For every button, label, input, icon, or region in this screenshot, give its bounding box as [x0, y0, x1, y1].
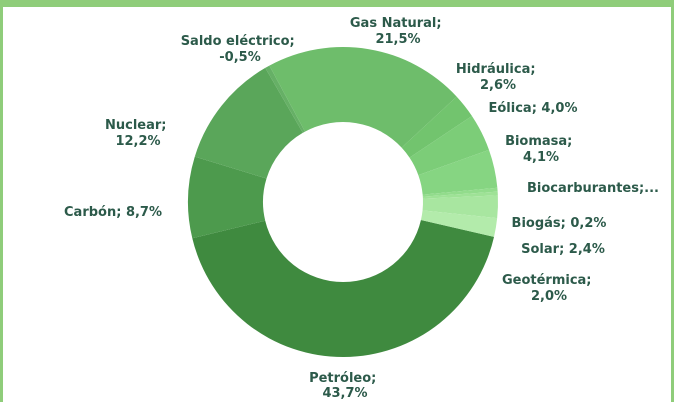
label-carbon: Carbón; 8,7%: [64, 205, 162, 220]
label-biogas-line1: Biogás; 0,2%: [512, 216, 607, 231]
label-petroleo-line1: Petróleo;: [309, 371, 376, 386]
slice-biomasa: [418, 149, 498, 195]
label-saldo-line2: -0,5%: [219, 50, 260, 65]
slice-geotérmica: [420, 210, 498, 237]
label-eolica: Eólica; 4,0%: [489, 101, 578, 116]
label-petroleo-line2: 43,7%: [322, 386, 367, 401]
label-gas-line1: Gas Natural;: [350, 16, 442, 31]
label-hidraulica: Hidráulica; 2,6%: [456, 62, 540, 93]
label-saldo-electrico: Saldo eléctrico; -0,5%: [181, 34, 300, 65]
label-hidraulica-line2: 2,6%: [480, 78, 516, 93]
label-petroleo: Petróleo; 43,7%: [309, 371, 381, 401]
slice-biogás: [422, 191, 498, 199]
label-biogas: Biogás; 0,2%: [512, 216, 607, 231]
slice-gas-natural: [269, 46, 457, 148]
slice-nuclear: [194, 67, 303, 179]
slice-saldo-eléctrico: [265, 65, 306, 133]
label-nuclear-line2: 12,2%: [115, 134, 160, 149]
label-eolica-line1: Eólica; 4,0%: [489, 101, 578, 116]
slice-carbón: [187, 156, 267, 239]
label-nuclear-line1: Nuclear;: [105, 118, 167, 133]
label-biomasa-line2: 4,1%: [523, 150, 559, 165]
slice-petróleo: [192, 219, 495, 357]
label-carbon-line1: Carbón; 8,7%: [64, 205, 162, 220]
slice-solar: [422, 195, 498, 219]
donut-labels: Petróleo; 43,7% Carbón; 8,7% Nuclear; 12…: [64, 16, 659, 401]
label-gas-natural: Gas Natural; 21,5%: [350, 16, 446, 47]
label-geotermica-line2: 2,0%: [531, 289, 567, 304]
right-border: [671, 0, 674, 402]
label-hidraulica-line1: Hidráulica;: [456, 62, 536, 77]
label-biomasa: Biomasa; 4,1%: [505, 134, 577, 165]
left-border: [0, 0, 3, 402]
label-gas-line2: 21,5%: [375, 32, 420, 47]
label-geotermica: Geotérmica; 2,0%: [502, 273, 596, 304]
slice-biocarburantes: [422, 187, 498, 197]
slice-hidráulica: [401, 96, 472, 158]
label-saldo-line1: Saldo eléctrico;: [181, 34, 295, 49]
top-border: [0, 0, 674, 7]
donut-slices: [187, 46, 498, 357]
label-biomasa-line1: Biomasa;: [505, 134, 572, 149]
label-nuclear: Nuclear; 12,2%: [105, 118, 171, 149]
label-solar: Solar; 2,4%: [521, 242, 605, 257]
label-solar-line1: Solar; 2,4%: [521, 242, 605, 257]
label-biocarburantes: Biocarburantes;...: [527, 181, 659, 196]
label-geotermica-line1: Geotérmica;: [502, 273, 592, 288]
label-biocarburantes-line1: Biocarburantes;...: [527, 181, 659, 196]
slice-eólica: [409, 115, 489, 176]
